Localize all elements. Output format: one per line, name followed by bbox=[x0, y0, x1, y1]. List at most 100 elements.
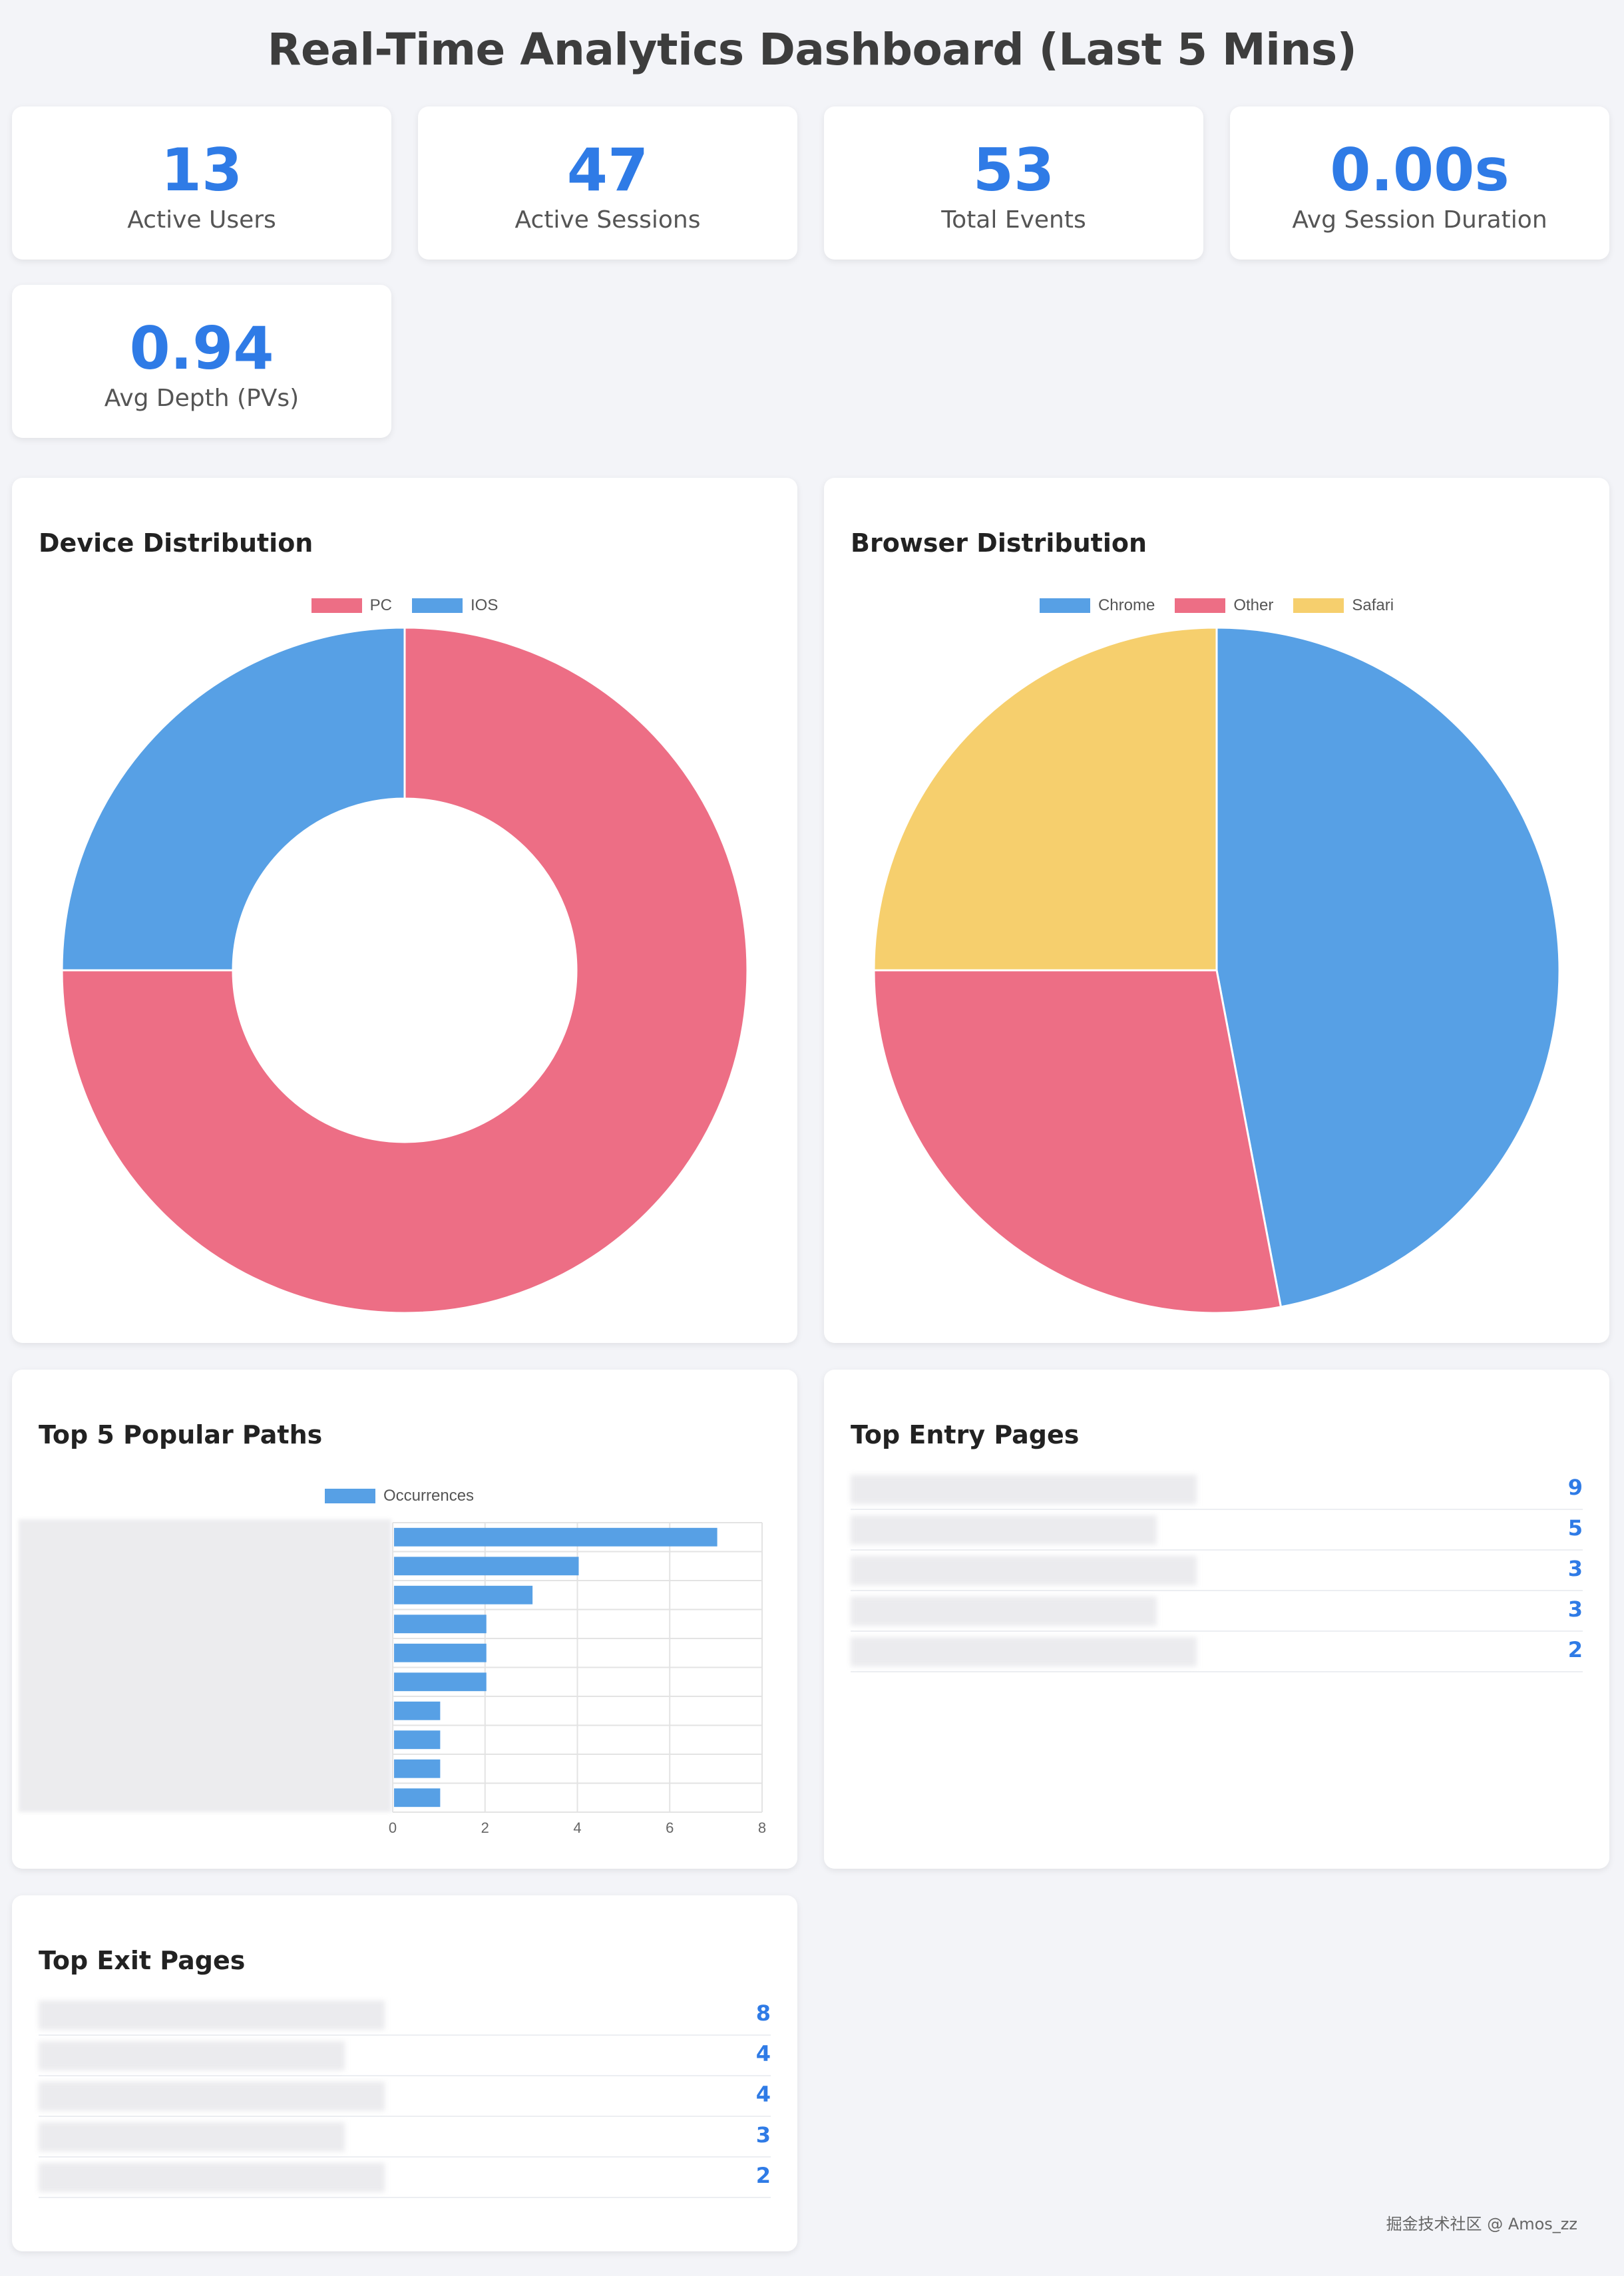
browser-slice-chrome[interactable] bbox=[1215, 626, 1561, 1308]
legend-item[interactable]: Occurrences bbox=[325, 1487, 474, 1505]
stat-card-avg-session-duration: 0.00s Avg Session Duration bbox=[1230, 106, 1609, 260]
redacted-page-label bbox=[851, 1515, 1157, 1545]
browser-slice-safari[interactable] bbox=[873, 626, 1218, 972]
bar[interactable] bbox=[394, 1730, 441, 1750]
bar[interactable] bbox=[394, 1788, 441, 1807]
legend-item[interactable]: IOS bbox=[412, 596, 498, 615]
stat-value: 0.00s bbox=[1330, 136, 1510, 204]
redacted-page-label bbox=[39, 2041, 345, 2070]
device-distribution-panel: Device Distribution PC IOS bbox=[12, 478, 797, 1343]
exit-page-row: 2 bbox=[39, 2158, 771, 2198]
stat-card-total-events: 53 Total Events bbox=[824, 106, 1203, 260]
legend-label: Occurrences bbox=[383, 1487, 475, 1505]
legend-label: PC bbox=[369, 596, 392, 614]
redacted-path-labels bbox=[19, 1519, 391, 1812]
exit-page-row: 3 bbox=[39, 2117, 771, 2158]
bar[interactable] bbox=[394, 1643, 487, 1662]
entry-pages-list: 9 5 3 3 2 bbox=[851, 1469, 1583, 1722]
bar[interactable] bbox=[394, 1701, 441, 1720]
chart-legend: Occurrences bbox=[325, 1487, 474, 1505]
entry-page-row: 3 bbox=[851, 1551, 1583, 1591]
stat-value: 13 bbox=[160, 136, 243, 204]
watermark: 掘金技术社区 @ Amos_zz bbox=[1386, 2215, 1577, 2233]
legend-swatch bbox=[311, 598, 362, 613]
bar[interactable] bbox=[394, 1585, 533, 1605]
redacted-page-label bbox=[39, 2163, 385, 2192]
entry-page-row: 3 bbox=[851, 1591, 1583, 1632]
page-count: 9 bbox=[1567, 1475, 1583, 1500]
legend-item[interactable]: Other bbox=[1175, 596, 1273, 615]
redacted-page-label bbox=[851, 1597, 1157, 1626]
panel-title: Top 5 Popular Paths bbox=[39, 1420, 323, 1449]
redacted-page-label bbox=[851, 1556, 1197, 1585]
panel-title: Browser Distribution bbox=[851, 528, 1147, 558]
stat-label: Total Events bbox=[941, 206, 1086, 234]
stat-value: 47 bbox=[566, 136, 649, 204]
entry-page-row: 2 bbox=[851, 1632, 1583, 1672]
legend-label: Safari bbox=[1352, 596, 1394, 614]
stat-value: 0.94 bbox=[129, 314, 274, 383]
popular-paths-panel: Top 5 Popular Paths Occurrences 0 2 4 6 8 bbox=[12, 1370, 797, 1869]
page-count: 2 bbox=[755, 2163, 771, 2188]
page-count: 8 bbox=[755, 2000, 771, 2026]
popular-paths-bar-chart: 0 2 4 6 8 bbox=[389, 1522, 766, 1836]
stat-card-active-sessions: 47 Active Sessions bbox=[418, 106, 797, 260]
legend-item[interactable]: Safari bbox=[1293, 596, 1394, 615]
entry-page-row: 5 bbox=[851, 1510, 1583, 1551]
device-slice-ios[interactable] bbox=[61, 626, 406, 972]
stat-label: Avg Session Duration bbox=[1292, 206, 1547, 234]
x-tick-label: 0 bbox=[389, 1819, 397, 1836]
device-doughnut-chart bbox=[61, 626, 749, 1314]
bar[interactable] bbox=[394, 1527, 717, 1547]
bar[interactable] bbox=[394, 1672, 487, 1692]
panel-title: Top Exit Pages bbox=[39, 1946, 246, 1975]
bar[interactable] bbox=[394, 1557, 579, 1576]
legend-swatch bbox=[1293, 598, 1344, 613]
redacted-page-label bbox=[39, 2122, 345, 2152]
redacted-page-label bbox=[851, 1475, 1197, 1504]
legend-swatch bbox=[1039, 598, 1090, 613]
page-count: 4 bbox=[755, 2041, 771, 2066]
x-tick-label: 6 bbox=[666, 1819, 674, 1836]
chart-legend: Chrome Other Safari bbox=[824, 596, 1609, 615]
exit-page-row: 4 bbox=[39, 2076, 771, 2117]
page-count: 3 bbox=[1567, 1597, 1583, 1622]
exit-pages-panel: Top Exit Pages 8 4 4 3 2 bbox=[12, 1895, 797, 2251]
redacted-page-label bbox=[39, 2082, 385, 2111]
exit-pages-list: 8 4 4 3 2 bbox=[39, 1995, 771, 2248]
legend-label: IOS bbox=[471, 596, 499, 614]
legend-swatch bbox=[412, 598, 463, 613]
browser-pie-chart bbox=[873, 626, 1561, 1314]
device-slice-pc[interactable] bbox=[61, 626, 749, 1314]
exit-page-row: 4 bbox=[39, 2036, 771, 2076]
stat-label: Active Sessions bbox=[514, 206, 701, 234]
browser-slice-other[interactable] bbox=[873, 969, 1283, 1314]
exit-page-row: 8 bbox=[39, 1995, 771, 2036]
legend-item[interactable]: PC bbox=[311, 596, 392, 615]
x-tick-label: 2 bbox=[481, 1819, 489, 1836]
legend-label: Other bbox=[1233, 596, 1274, 614]
stat-card-active-users: 13 Active Users bbox=[12, 106, 391, 260]
legend-item[interactable]: Chrome bbox=[1039, 596, 1155, 615]
chart-legend: PC IOS bbox=[12, 596, 797, 615]
entry-pages-panel: Top Entry Pages 9 5 3 3 2 bbox=[824, 1370, 1609, 1869]
x-tick-label: 4 bbox=[573, 1819, 581, 1836]
page-count: 5 bbox=[1567, 1515, 1583, 1541]
x-tick-label: 8 bbox=[758, 1819, 766, 1836]
page-title: Real-Time Analytics Dashboard (Last 5 Mi… bbox=[267, 24, 1357, 75]
legend-swatch bbox=[1175, 598, 1226, 613]
page-count: 2 bbox=[1567, 1637, 1583, 1662]
panel-title: Top Entry Pages bbox=[851, 1420, 1080, 1449]
legend-label: Chrome bbox=[1098, 596, 1155, 614]
bar[interactable] bbox=[394, 1759, 441, 1778]
browser-distribution-panel: Browser Distribution Chrome Other Safari bbox=[824, 478, 1609, 1343]
page-count: 3 bbox=[755, 2122, 771, 2148]
bar[interactable] bbox=[394, 1614, 487, 1634]
page-count: 4 bbox=[755, 2082, 771, 2107]
stat-card-avg-depth: 0.94 Avg Depth (PVs) bbox=[12, 285, 391, 438]
redacted-page-label bbox=[851, 1637, 1197, 1666]
entry-page-row: 9 bbox=[851, 1469, 1583, 1510]
legend-swatch bbox=[325, 1489, 375, 1503]
stat-label: Active Users bbox=[127, 206, 276, 234]
stat-label: Avg Depth (PVs) bbox=[104, 385, 300, 412]
